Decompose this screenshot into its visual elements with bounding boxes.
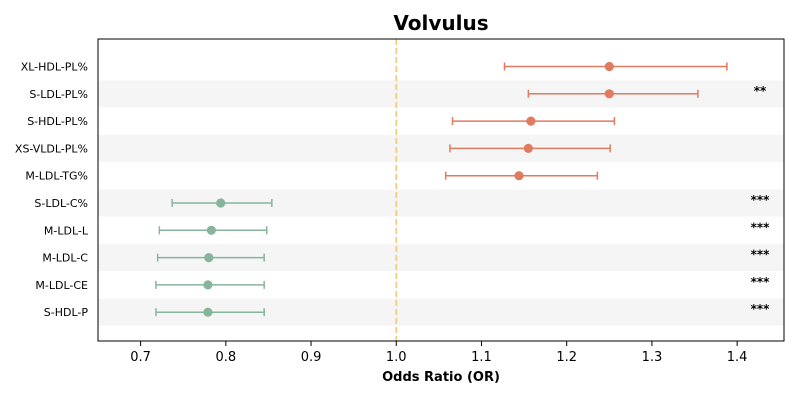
row-label: S-HDL-PL% bbox=[27, 115, 88, 128]
category-labels: XL-HDL-PL% S-LDL-PL% S-HDL-PL% XS-VLDL-PL% M… bbox=[15, 61, 89, 320]
or-point bbox=[514, 171, 524, 181]
or-point bbox=[204, 253, 214, 263]
or-point bbox=[604, 89, 614, 99]
significance-marker: ** bbox=[754, 84, 767, 98]
x-tick-label: 1.1 bbox=[471, 350, 492, 365]
row-label: XL-HDL-PL% bbox=[21, 61, 88, 74]
or-point bbox=[203, 307, 213, 317]
row-label: M-LDL-L bbox=[44, 224, 89, 237]
row-label: M-LDL-CE bbox=[35, 279, 88, 292]
x-tick-label: 1.4 bbox=[727, 350, 748, 365]
significance-marker: *** bbox=[751, 248, 771, 262]
or-point bbox=[526, 116, 536, 126]
plot-frame bbox=[97, 38, 785, 342]
data-rows bbox=[155, 61, 728, 317]
row-band bbox=[98, 134, 784, 162]
x-tick-label: 1.0 bbox=[386, 350, 407, 365]
or-point bbox=[216, 198, 226, 208]
x-tick-label: 1.2 bbox=[556, 350, 577, 365]
row-label: M-LDL-C bbox=[42, 252, 88, 265]
or-point bbox=[523, 143, 533, 153]
significance-marker: *** bbox=[751, 193, 771, 207]
significance-marker: *** bbox=[751, 302, 771, 316]
x-tick-label: 0.8 bbox=[215, 350, 236, 365]
row-label: XS-VLDL-PL% bbox=[15, 142, 88, 155]
x-axis-label: Odds Ratio (OR) bbox=[382, 370, 500, 385]
significance-labels: ***************** bbox=[751, 84, 771, 316]
row-label: S-LDL-PL% bbox=[29, 88, 88, 101]
significance-marker: *** bbox=[751, 275, 771, 289]
row-label: S-HDL-P bbox=[44, 306, 89, 319]
x-tick-label: 1.3 bbox=[642, 350, 663, 365]
significance-marker: *** bbox=[751, 220, 771, 234]
x-axis-ticks: 0.7 0.8 0.9 1.0 1.1 1.2 1.3 1.4 bbox=[130, 341, 747, 365]
row-label: S-LDL-C% bbox=[34, 197, 88, 210]
or-point bbox=[203, 280, 213, 290]
x-tick-label: 0.7 bbox=[130, 350, 151, 365]
or-point bbox=[206, 225, 216, 235]
x-tick-label: 0.9 bbox=[301, 350, 322, 365]
chart-title: Volvulus bbox=[393, 11, 488, 35]
or-point bbox=[604, 61, 614, 72]
row-label: M-LDL-TG% bbox=[25, 170, 88, 183]
